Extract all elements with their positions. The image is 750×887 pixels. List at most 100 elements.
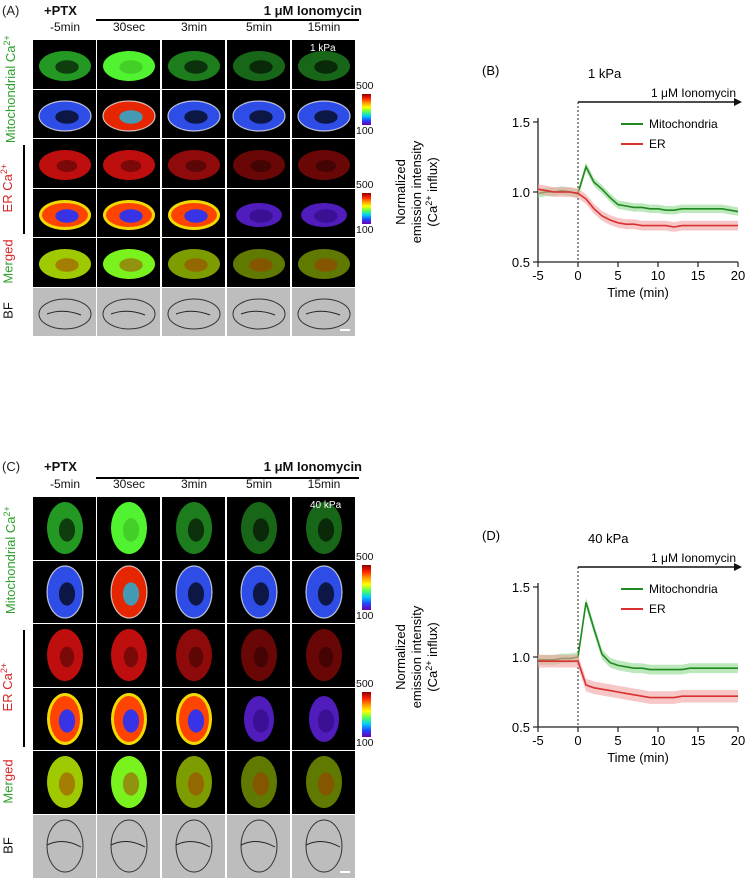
image-cell: [292, 687, 355, 751]
time-label: -5min: [49, 477, 80, 491]
image-cell: [162, 624, 225, 687]
legend-label: ER: [649, 137, 666, 151]
image-cell: [97, 40, 160, 89]
image-cell: [162, 560, 225, 624]
error-band: [538, 654, 738, 704]
image-cell: [33, 560, 96, 624]
error-band: [538, 597, 738, 675]
image-cell: [97, 89, 160, 138]
image-cell: [33, 188, 96, 237]
x-tick-label: 0: [574, 733, 581, 748]
x-tick-label: 5: [614, 268, 621, 283]
image-cell: [162, 287, 225, 336]
colorbar-max: 500: [356, 79, 374, 92]
line-chart-d: (D) 40 kPa Normalized emission intensity (Ca…: [393, 528, 745, 765]
image-cell: [162, 497, 225, 560]
y-label-line: (Ca2+ influx): [424, 157, 440, 227]
er-bracket: [23, 145, 25, 234]
image-cell: [292, 40, 355, 89]
x-tick-label: 20: [731, 733, 745, 748]
image-cell: [162, 139, 225, 188]
legend-label: Mitochondria: [649, 582, 718, 596]
image-cell: [227, 188, 290, 237]
stimulus-label: 1 μM Ionomycin: [651, 551, 736, 565]
colorbar-min: 100: [356, 224, 374, 236]
row-label-bf: BF: [0, 836, 16, 854]
image-cell: [33, 287, 96, 336]
chart-title: 1 kPa: [588, 66, 622, 81]
image-cell: [292, 624, 355, 687]
colorbar: [362, 564, 371, 611]
time-label: 30sec: [112, 20, 146, 34]
y-label-line: emission intensity: [409, 605, 424, 708]
image-cell: [292, 89, 355, 138]
y-tick-label: 1.5: [512, 580, 530, 595]
scale-bar: [340, 329, 350, 331]
row-label-er: ER Ca2+: [0, 662, 16, 712]
stimulus-label: 1 μM Ionomycin: [263, 459, 362, 474]
image-cell: [97, 287, 160, 336]
colorbar-max: 500: [356, 550, 374, 563]
image-cell: [33, 815, 96, 878]
y-tick-label: 0.5: [512, 255, 530, 270]
image-cell: [227, 560, 290, 624]
stimulus-arrow-head: [734, 98, 742, 106]
x-tick-label: 15: [691, 268, 705, 283]
image-cell: [227, 497, 290, 560]
y-label-line: emission intensity: [409, 140, 424, 243]
image-cell: [292, 139, 355, 188]
stimulus-bar: [96, 477, 359, 479]
row-label-merged: Merged: [0, 239, 16, 284]
line-chart-b: (B) 1 kPa Normalized emission intensity (Ca2…: [393, 63, 745, 300]
image-cell: [33, 40, 96, 89]
colorbar: [362, 691, 371, 738]
time-label: 3min: [180, 20, 207, 34]
treatment-label: +PTX: [44, 459, 77, 474]
y-tick-label: 1.5: [512, 115, 530, 130]
time-label: 15min: [307, 477, 341, 491]
time-label: 5min: [245, 477, 272, 491]
image-cell: [97, 238, 160, 287]
er-bracket: [23, 630, 25, 748]
image-cell: [162, 188, 225, 237]
chart-panel-label: (B): [482, 63, 499, 78]
x-tick-label: 10: [651, 733, 665, 748]
image-cell: [33, 497, 96, 560]
image-cell: [227, 624, 290, 687]
image-cell: [162, 238, 225, 287]
image-cell: [162, 89, 225, 138]
error-band: [538, 184, 738, 232]
treatment-label: +PTX: [44, 3, 77, 18]
stiffness-label: 1 kPa: [310, 43, 336, 54]
image-cell: [292, 238, 355, 287]
image-cell: [97, 624, 160, 687]
panel-label: (C): [2, 459, 21, 474]
y-label-line: Normalized: [393, 624, 408, 690]
scale-bar: [340, 870, 350, 873]
x-axis-label: Time (min): [607, 750, 669, 765]
x-tick-label: 15: [691, 733, 705, 748]
time-label: 5min: [245, 20, 272, 34]
image-cell: [33, 687, 96, 751]
legend-label: Mitochondria: [649, 117, 718, 131]
stimulus-label: 1 μM Ionomycin: [651, 86, 736, 100]
image-cell: [162, 40, 225, 89]
x-tick-label: -5: [532, 733, 544, 748]
y-axis-label: Normalized emission intensity (Ca2+ influx…: [393, 140, 440, 243]
image-cell: [33, 89, 96, 138]
image-cell: [292, 497, 355, 560]
image-cell: [227, 89, 290, 138]
x-tick-label: 5: [614, 733, 621, 748]
x-tick-label: 20: [731, 268, 745, 283]
image-cell: [97, 751, 160, 814]
stimulus-label: 1 μM Ionomycin: [263, 3, 362, 18]
image-cell: [227, 751, 290, 814]
image-cell: [33, 624, 96, 687]
x-axis-label: Time (min): [607, 285, 669, 300]
image-cell: [292, 751, 355, 814]
y-tick-label: 1.0: [512, 650, 530, 665]
image-cell: [227, 238, 290, 287]
x-tick-label: -5: [532, 268, 544, 283]
colorbar-min: 100: [356, 737, 374, 750]
time-label: 30sec: [112, 477, 146, 491]
